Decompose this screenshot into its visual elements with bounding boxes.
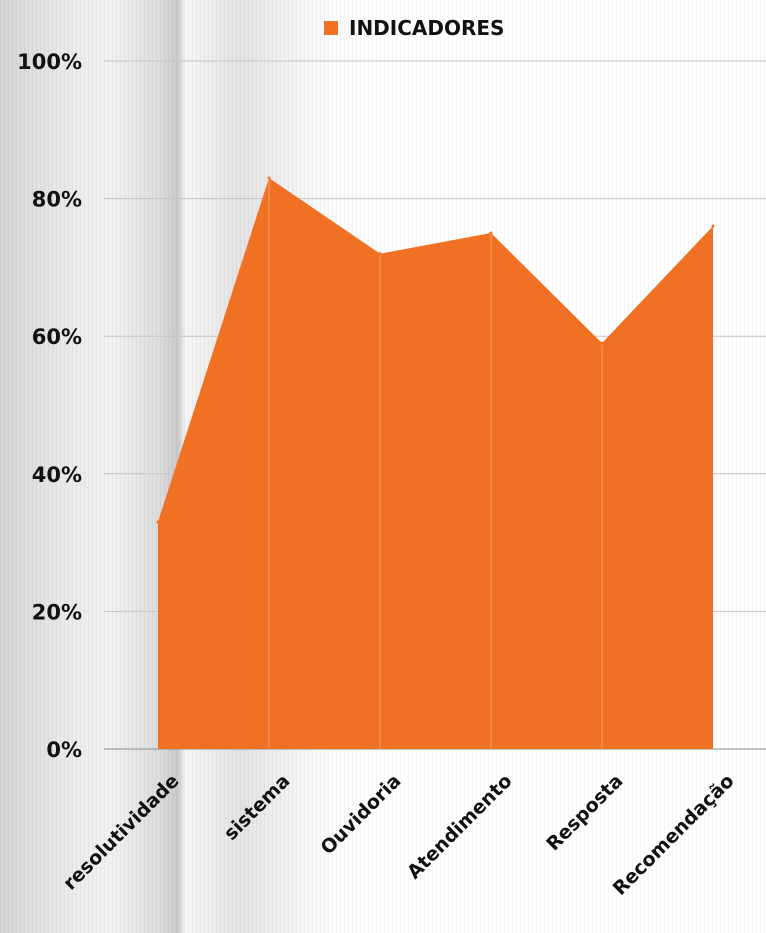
x-tick-label: Ouvidoria	[316, 770, 405, 859]
x-tick-label: Atendimento	[403, 770, 517, 884]
data-point	[489, 231, 493, 235]
area-fill	[158, 177, 713, 749]
x-axis-category-labels: resolutividade sistema OuvidoriaAtendiment…	[59, 770, 738, 900]
data-point	[156, 520, 160, 524]
data-point	[378, 252, 382, 256]
x-tick-label: Recomendação	[609, 770, 739, 900]
y-tick-label: 60%	[32, 325, 82, 349]
x-tick-label: resolutividade	[59, 770, 183, 894]
y-axis-tick-labels: 0% 20% 40% 60% 80% 100%	[17, 50, 82, 762]
y-tick-label: 80%	[32, 188, 82, 212]
x-tick-label: Resposta	[542, 770, 627, 855]
legend: INDICADORES	[324, 16, 504, 40]
y-tick-label: 100%	[17, 50, 82, 74]
data-point	[267, 176, 271, 180]
data-point	[711, 224, 715, 228]
legend-label: INDICADORES	[349, 16, 504, 40]
data-point	[600, 341, 604, 345]
y-tick-label: 40%	[32, 463, 82, 487]
y-tick-label: 0%	[46, 738, 82, 762]
legend-swatch	[324, 21, 338, 35]
area-series	[156, 176, 715, 749]
x-tick-label: sistema	[220, 770, 295, 845]
y-tick-label: 20%	[32, 600, 82, 624]
